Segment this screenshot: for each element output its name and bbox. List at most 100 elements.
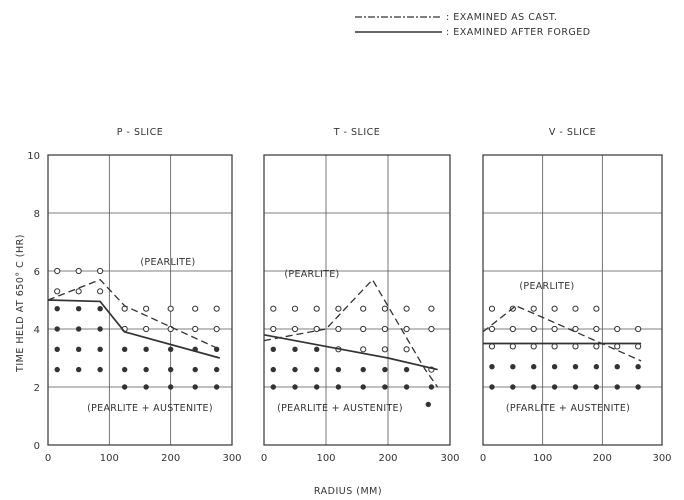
filled-point: [167, 346, 174, 352]
open-point: [614, 343, 621, 350]
filled-point: [360, 384, 366, 390]
filled-point: [531, 384, 537, 390]
data-points: [270, 305, 435, 408]
filled-point: [75, 346, 82, 352]
open-point: [360, 305, 367, 312]
filled-point: [510, 364, 516, 370]
panel-title: V - SLICE: [549, 127, 596, 138]
filled-point: [531, 364, 537, 370]
open-point: [213, 305, 220, 312]
open-point: [593, 305, 600, 312]
region-label-pearlite: (PEARLITE): [284, 269, 339, 280]
filled-point: [551, 364, 558, 370]
region-label-pearlite-austenite: (PEARLITE + AUSTENITE): [87, 403, 213, 414]
filled-point: [403, 384, 410, 390]
filled-point: [314, 346, 320, 352]
open-point: [54, 288, 61, 295]
filled-point: [270, 346, 276, 352]
filled-point: [551, 384, 558, 390]
x-tick-label: 300: [652, 453, 671, 464]
y-axis-label: TIME HELD AT 650° C (HR): [15, 234, 26, 373]
x-axis-label: RADIUS (MM): [314, 486, 382, 497]
open-point: [192, 325, 199, 333]
open-point: [428, 305, 435, 312]
p-slice-panel: P - SLICE 0 100 200 300 0 2 4 6 8 10 (PEARLITE) (PEA…: [27, 127, 241, 464]
filled-point: [382, 384, 388, 390]
region-label-pearlite-austenite: (PEARLITE + AUSTENITE): [277, 403, 403, 414]
v-slice-panel: V - SLICE 0 100 200 300 (PEARLITE) (PFARLITE +…: [480, 127, 672, 464]
filled-point: [54, 326, 60, 332]
legend-forged-label: : EXAMINED AFTER FORGED: [446, 27, 591, 38]
open-point: [75, 267, 82, 275]
cast-series-line: [47, 278, 221, 350]
open-point: [635, 325, 642, 333]
open-point: [313, 305, 320, 312]
filled-point: [425, 401, 431, 408]
open-point: [572, 305, 579, 312]
open-point: [635, 343, 642, 350]
filled-point: [572, 384, 579, 390]
filled-point: [382, 366, 388, 373]
x-tick-label: 200: [378, 453, 397, 464]
plot-frame: [263, 154, 451, 446]
open-point: [551, 343, 558, 350]
filled-point: [635, 384, 641, 390]
filled-point: [143, 384, 149, 390]
open-point: [381, 346, 388, 353]
grid: [483, 155, 662, 445]
filled-point: [97, 366, 103, 373]
open-point: [313, 325, 320, 333]
region-label-pearlite: (PEARLITE): [519, 281, 574, 292]
open-point: [593, 325, 600, 333]
open-point: [381, 325, 388, 333]
data-points: [54, 267, 220, 390]
filled-point: [75, 366, 82, 373]
plot-frame: [482, 154, 663, 446]
open-point: [360, 325, 367, 333]
open-point: [97, 288, 104, 295]
open-point: [614, 325, 621, 333]
open-point: [335, 305, 342, 312]
open-point: [213, 325, 220, 333]
filled-point: [428, 384, 435, 390]
open-point: [488, 343, 496, 350]
open-point: [593, 343, 600, 350]
filled-point: [192, 384, 198, 390]
filled-point: [593, 384, 600, 390]
forged-series-line: [47, 299, 220, 359]
open-point: [530, 325, 537, 333]
filled-point: [167, 366, 174, 373]
filled-point: [335, 384, 342, 390]
filled-point: [167, 384, 174, 390]
filled-point: [192, 366, 198, 373]
panel-title: T - SLICE: [333, 127, 381, 138]
panel-title: P - SLICE: [117, 127, 163, 138]
filled-point: [489, 384, 495, 390]
filled-point: [121, 346, 128, 352]
x-tick-label: 0: [480, 453, 486, 464]
open-point: [381, 305, 388, 312]
open-point: [509, 325, 516, 333]
filled-point: [292, 346, 298, 352]
filled-point: [403, 366, 410, 373]
open-point: [143, 305, 150, 312]
filled-point: [121, 384, 128, 390]
legend-cast-label: : EXAMINED AS CAST.: [446, 12, 558, 23]
x-tick-label: 100: [100, 453, 119, 464]
filled-point: [292, 366, 298, 373]
open-point: [97, 267, 104, 275]
filled-point: [510, 384, 516, 390]
filled-point: [54, 366, 60, 373]
filled-point: [143, 366, 149, 373]
filled-point: [270, 384, 276, 390]
open-point: [192, 305, 199, 312]
x-tick-label: 200: [161, 453, 180, 464]
open-point: [509, 343, 516, 350]
filled-point: [593, 364, 600, 370]
open-point: [428, 325, 435, 333]
filled-point: [614, 384, 620, 390]
filled-point: [97, 326, 103, 332]
x-tick-label: 0: [261, 453, 267, 464]
filled-point: [213, 366, 220, 373]
